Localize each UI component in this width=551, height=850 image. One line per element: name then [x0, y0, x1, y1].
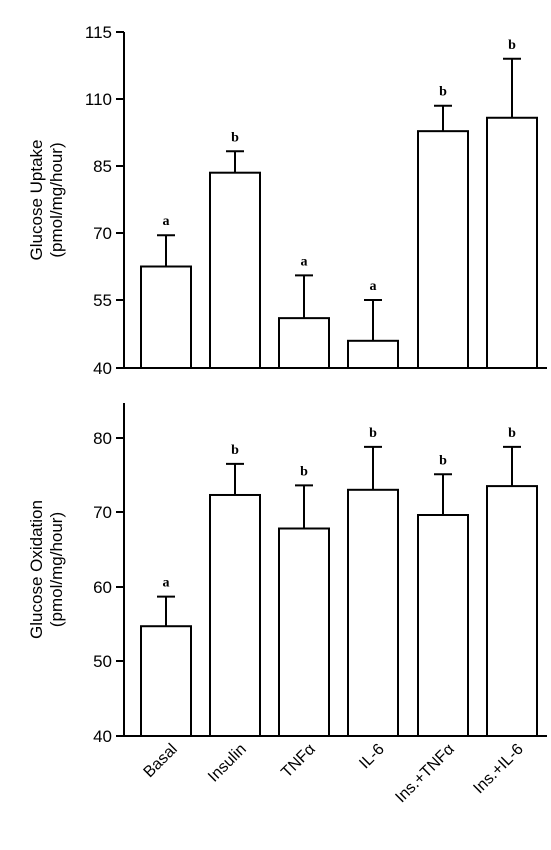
y-tick-label: 80 — [93, 429, 112, 448]
significance-label: a — [301, 254, 308, 269]
y-axis-label-title: Glucose Oxidation — [27, 500, 46, 639]
y-tick-label: 60 — [93, 578, 112, 597]
significance-label: b — [439, 453, 447, 468]
significance-label: b — [508, 426, 516, 441]
y-axis-label-unit: (pmol/mg/hour) — [47, 142, 66, 257]
y-tick-label: 40 — [93, 359, 112, 378]
bar-tnf — [278, 527, 330, 737]
y-axis-label: Glucose Uptake(pmol/mg/hour) — [27, 140, 66, 261]
bar-il-6 — [347, 488, 399, 737]
y-tick-label: 55 — [93, 291, 112, 310]
bar-ins-tnf — [417, 130, 469, 369]
y-tick-label: 110 — [85, 90, 112, 109]
significance-label: b — [439, 85, 447, 100]
glucose-uptake-chart: 40 55 70 85 110 115 Glucose Uptake(pmol/mg/hou… — [27, 23, 547, 378]
x-tick-label: IL-6 — [356, 741, 388, 773]
y-axis-label: Glucose Oxidation(pmol/mg/hour) — [27, 500, 66, 639]
significance-label: a — [163, 576, 170, 591]
y-tick-label: 70 — [93, 224, 112, 243]
significance-label: a — [163, 214, 170, 229]
y-tick-label: 40 — [93, 727, 112, 746]
bar-insulin — [209, 493, 261, 738]
bar-ins-il-6 — [486, 485, 538, 737]
significance-label: b — [508, 38, 516, 53]
bar-ins-tnf — [417, 514, 469, 737]
bar-basal — [140, 265, 192, 369]
x-tick-label: Ins.+IL-6 — [470, 741, 526, 797]
bar-il-6 — [347, 339, 399, 369]
significance-label: b — [300, 464, 308, 479]
significance-label: b — [231, 130, 239, 145]
significance-label: b — [231, 443, 239, 458]
bar-basal — [140, 625, 192, 737]
bar-tnf — [278, 317, 330, 369]
significance-label: a — [370, 279, 377, 294]
bar-insulin — [209, 171, 261, 369]
x-tick-label: Basal — [141, 741, 181, 781]
y-tick-label: 115 — [85, 23, 112, 42]
y-tick-label: 50 — [93, 652, 112, 671]
bar-ins-il-6 — [486, 116, 538, 370]
glucose-oxidation-chart: 40 50 60 70 80 Glucose Oxidation(pmol/mg/hour… — [27, 403, 547, 806]
x-tick-label: Ins.+TNFα — [392, 741, 457, 806]
x-tick-label: Insulin — [205, 741, 250, 786]
y-tick-label: 85 — [93, 157, 112, 176]
y-tick-label: 70 — [93, 503, 112, 522]
y-axis-label-title: Glucose Uptake — [27, 140, 46, 261]
y-axis-label-unit: (pmol/mg/hour) — [47, 512, 66, 627]
significance-label: b — [369, 426, 377, 441]
x-tick-label: TNFα — [278, 741, 319, 782]
